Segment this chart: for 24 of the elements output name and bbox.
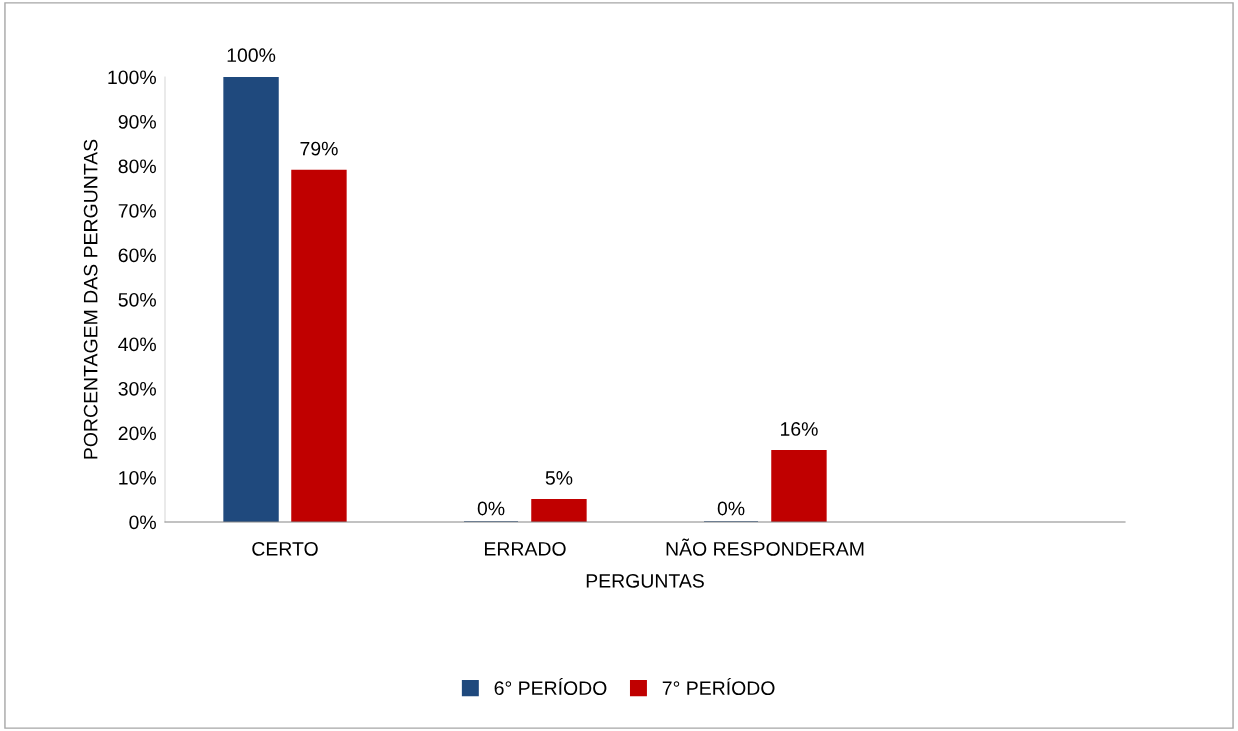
y-axis-title: PORCENTAGEM DAS PERGUNTAS: [83, 139, 98, 459]
x-tick-label: ERRADO: [485, 541, 566, 556]
y-tick-label: 10%: [119, 470, 156, 485]
y-tick-label: 30%: [118, 381, 156, 396]
x-tick-label: NÃO RESPONDERAM: [666, 538, 864, 556]
legend-label: 6° PERÍODO: [494, 677, 607, 696]
data-label: 0%: [477, 501, 505, 516]
data-label: 5%: [545, 471, 573, 485]
y-tick-label: 40%: [118, 337, 156, 352]
y-tick-label: 50%: [118, 292, 156, 307]
y-tick-label: 90%: [118, 114, 156, 129]
y-tick-label: 70%: [118, 203, 156, 218]
legend-label: 7° PERÍODO: [662, 677, 775, 696]
y-tick-label: 80%: [118, 159, 156, 174]
y-tick-label: 100%: [108, 70, 156, 85]
y-tick-label: 0%: [129, 515, 156, 530]
y-tick-label: 60%: [118, 248, 156, 263]
y-tick-label: 20%: [118, 426, 156, 441]
x-axis-title: PERGUNTAS: [586, 573, 704, 588]
data-label: 100%: [227, 48, 276, 63]
data-label: 0%: [717, 501, 745, 516]
data-label: 79%: [300, 141, 338, 156]
data-label: 16%: [780, 422, 818, 436]
x-tick-label: CERTO: [252, 541, 318, 556]
